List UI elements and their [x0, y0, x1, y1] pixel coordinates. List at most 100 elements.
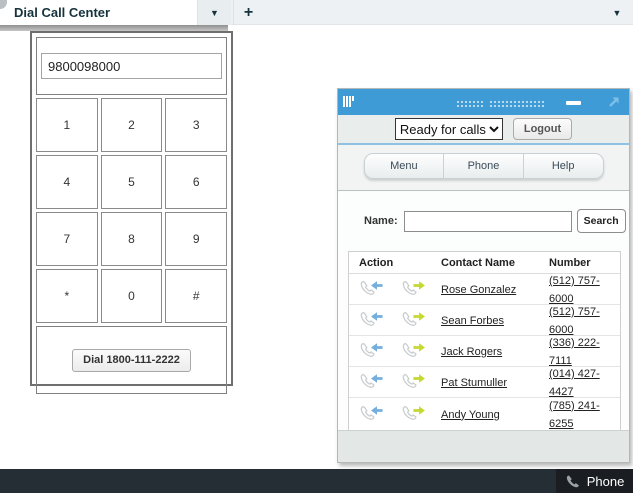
dialpad-keys: 1 2 3 4 5 6 7 8 9 * 0 # — [36, 98, 227, 323]
header-number: Number — [549, 256, 591, 269]
name-search-input[interactable] — [403, 210, 572, 232]
minimize-icon[interactable] — [566, 101, 581, 105]
help-button[interactable]: Help — [522, 154, 603, 178]
tab-bar: Dial Call Center ▼ + ▼ — [0, 0, 633, 25]
contact-name-link[interactable]: Jack Rogers — [441, 346, 503, 358]
phone-taskbar-button[interactable]: Phone — [556, 469, 633, 493]
incoming-call-icon[interactable] — [359, 279, 383, 299]
key-7[interactable]: 7 — [36, 212, 98, 266]
contact-name-link[interactable]: Pat Stumuller — [441, 377, 508, 389]
number-cell: (336) 222-7111 — [547, 333, 620, 369]
key-5[interactable]: 5 — [100, 155, 163, 209]
contact-name-cell: Andy Young — [437, 405, 547, 423]
contact-number-link[interactable]: (512) 757-6000 — [549, 306, 600, 336]
contact-name-cell: Pat Stumuller — [437, 373, 547, 391]
name-label: Name: — [364, 215, 398, 227]
contact-name-cell: Rose Gonzalez — [437, 280, 547, 298]
phone-icon — [565, 474, 580, 489]
key-4[interactable]: 4 — [36, 155, 98, 209]
tab-overflow-button[interactable]: ▼ — [605, 0, 629, 25]
key-3[interactable]: 3 — [165, 98, 227, 152]
table-row: Rose Gonzalez (512) 757-6000 — [349, 274, 620, 305]
table-row: Sean Forbes (512) 757-6000 — [349, 305, 620, 336]
contact-name-link[interactable]: Sean Forbes — [441, 315, 504, 327]
key-8[interactable]: 8 — [100, 212, 163, 266]
outgoing-call-icon[interactable] — [401, 310, 425, 330]
outgoing-call-icon[interactable] — [401, 372, 425, 392]
drag-handle-dots[interactable] — [489, 100, 545, 107]
action-cell — [349, 404, 437, 424]
key-hash[interactable]: # — [165, 269, 227, 323]
action-cell — [349, 372, 437, 392]
contact-number-link[interactable]: (336) 222-7111 — [549, 337, 600, 367]
tab-dial-call-center[interactable]: Dial Call Center — [0, 0, 197, 25]
outgoing-call-icon[interactable] — [401, 404, 425, 424]
softphone-panel: Ready for calls Logout Menu Phone Help N… — [337, 88, 630, 463]
table-row: Andy Young (785) 241-6255 — [349, 396, 620, 432]
number-cell: (512) 757-6000 — [547, 302, 620, 338]
contact-name-link[interactable]: Rose Gonzalez — [441, 284, 517, 296]
dialpad-input-box — [36, 37, 227, 95]
call-status-select[interactable]: Ready for calls — [394, 118, 503, 140]
menu-pill: Menu Phone Help — [363, 153, 604, 179]
tab-dropdown-button[interactable]: ▼ — [197, 0, 231, 25]
drag-handle-dots[interactable] — [456, 100, 484, 107]
number-cell: (014) 427-4427 — [547, 364, 620, 400]
add-tab-button[interactable]: + — [233, 0, 263, 25]
contact-number-link[interactable]: (014) 427-4427 — [549, 368, 600, 398]
table-row: Pat Stumuller (014) 427-4427 — [349, 367, 620, 398]
table-body: Rose Gonzalez (512) 757-6000 Sean Forbes… — [349, 274, 620, 432]
contact-name-link[interactable]: Andy Young — [441, 408, 500, 421]
chevron-down-icon: ▼ — [210, 7, 219, 18]
incoming-call-icon[interactable] — [359, 341, 383, 361]
number-cell: (512) 757-6000 — [547, 271, 620, 307]
incoming-call-icon[interactable] — [359, 372, 383, 392]
outgoing-call-icon[interactable] — [401, 341, 425, 361]
table-row: Jack Rogers (336) 222-7111 — [349, 336, 620, 367]
number-cell: (785) 241-6255 — [547, 396, 620, 432]
softphone-titlebar[interactable] — [338, 89, 629, 115]
search-button[interactable]: Search — [576, 209, 626, 233]
partial-favicon — [0, 0, 7, 9]
action-cell — [349, 341, 437, 361]
bottom-taskbar: Phone — [0, 469, 633, 493]
dial-button-box: Dial 1800-111-2222 — [36, 326, 227, 394]
frame-border — [0, 25, 228, 31]
phone-number-input[interactable] — [41, 53, 222, 79]
phone-taskbar-label: Phone — [586, 473, 625, 489]
dialpad: 1 2 3 4 5 6 7 8 9 * 0 # Dial 1800-111-22… — [30, 31, 233, 394]
logout-button[interactable]: Logout — [512, 118, 573, 140]
key-0[interactable]: 0 — [100, 269, 163, 323]
search-section: Name: Search — [338, 191, 629, 251]
incoming-call-icon[interactable] — [359, 310, 383, 330]
header-contact-name: Contact Name — [441, 256, 515, 269]
key-6[interactable]: 6 — [165, 155, 227, 209]
contact-number-link[interactable]: (512) 757-6000 — [549, 275, 600, 305]
signal-bars-icon — [343, 95, 359, 109]
contact-number-link[interactable]: (785) 241-6255 — [549, 399, 600, 430]
status-bar: Ready for calls Logout — [338, 115, 629, 145]
key-9[interactable]: 9 — [165, 212, 227, 266]
key-2[interactable]: 2 — [100, 98, 163, 152]
menu-button[interactable]: Menu — [365, 154, 444, 178]
popout-arrow-icon[interactable] — [608, 95, 621, 108]
chevron-down-icon: ▼ — [612, 7, 622, 18]
contacts-table: Action Contact Name Number Rose Gonzalez… — [348, 251, 621, 432]
plus-icon: + — [243, 3, 254, 21]
panel-footer — [338, 430, 629, 462]
key-1[interactable]: 1 — [36, 98, 98, 152]
dial-button[interactable]: Dial 1800-111-2222 — [72, 348, 191, 372]
header-action: Action — [359, 256, 394, 269]
contact-name-cell: Jack Rogers — [437, 342, 547, 360]
bottom-margin — [0, 493, 633, 498]
table-header-row: Action Contact Name Number — [349, 252, 620, 274]
contact-name-cell: Sean Forbes — [437, 311, 547, 329]
key-star[interactable]: * — [36, 269, 98, 323]
tab-title: Dial Call Center — [14, 5, 111, 20]
phone-tab-button[interactable]: Phone — [443, 154, 523, 178]
outgoing-call-icon[interactable] — [401, 279, 425, 299]
menu-bar: Menu Phone Help — [338, 145, 629, 191]
incoming-call-icon[interactable] — [359, 404, 383, 424]
action-cell — [349, 279, 437, 299]
